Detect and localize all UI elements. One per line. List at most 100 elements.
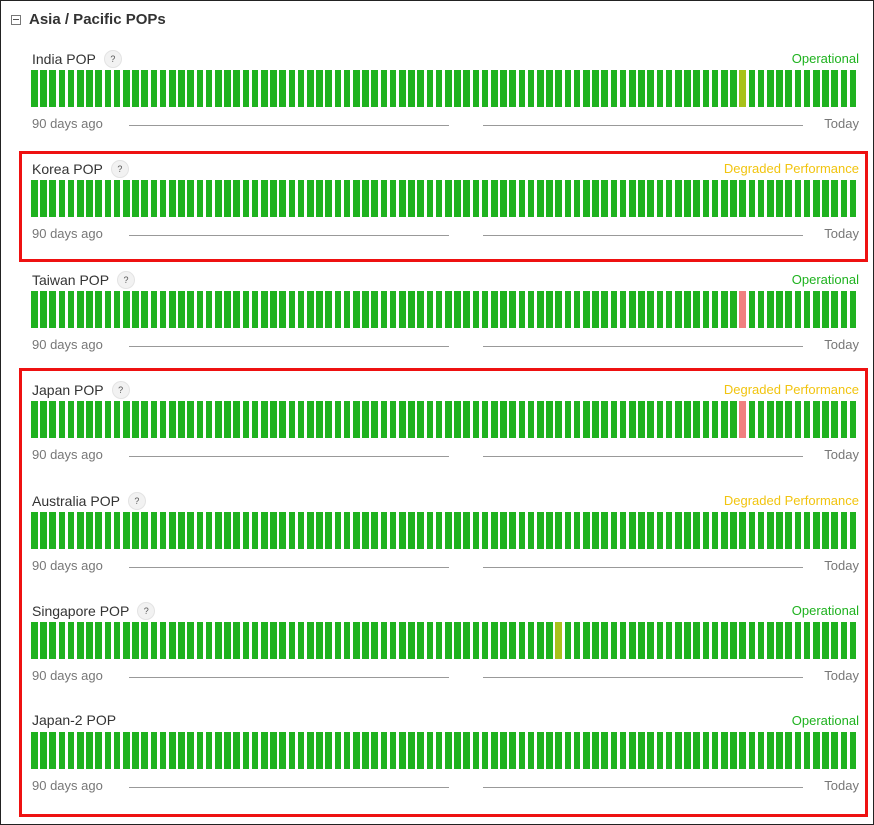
uptime-bar-day[interactable]: [104, 511, 112, 549]
uptime-bar-day[interactable]: [684, 401, 691, 439]
uptime-bar-day[interactable]: [583, 290, 590, 328]
uptime-bar-day[interactable]: [169, 180, 176, 218]
uptime-bar-day[interactable]: [638, 70, 645, 107]
uptime-bar-day[interactable]: [325, 290, 332, 328]
uptime-bar-day[interactable]: [399, 70, 406, 107]
uptime-bar-day[interactable]: [481, 732, 489, 770]
uptime-bar-day[interactable]: [380, 180, 388, 218]
uptime-bar-day[interactable]: [297, 732, 305, 770]
uptime-bar-day[interactable]: [794, 732, 802, 770]
uptime-bar-day[interactable]: [665, 180, 673, 218]
uptime-bar-day[interactable]: [610, 401, 618, 439]
uptime-bar-day[interactable]: [500, 401, 507, 439]
uptime-bar-day[interactable]: [776, 180, 783, 218]
uptime-bar-day[interactable]: [307, 180, 314, 218]
uptime-bar-day[interactable]: [730, 732, 737, 770]
uptime-bar-day[interactable]: [196, 622, 204, 659]
uptime-bar-day[interactable]: [58, 401, 66, 439]
uptime-bar-day[interactable]: [325, 732, 332, 770]
uptime-bar-day[interactable]: [187, 290, 194, 328]
uptime-bar-day[interactable]: [187, 732, 194, 770]
uptime-bar-day[interactable]: [721, 622, 728, 659]
uptime-bar-day[interactable]: [159, 401, 167, 439]
uptime-bar-day[interactable]: [242, 622, 250, 659]
uptime-bar-day[interactable]: [362, 180, 369, 218]
uptime-bar-day[interactable]: [242, 290, 250, 328]
uptime-bar-day[interactable]: [31, 290, 38, 328]
uptime-bar-day[interactable]: [307, 290, 314, 328]
uptime-bar-day[interactable]: [123, 70, 130, 107]
uptime-bar-day[interactable]: [242, 511, 250, 549]
uptime-bar-day[interactable]: [215, 511, 222, 549]
uptime-bar-day[interactable]: [831, 511, 838, 549]
uptime-bar-day[interactable]: [316, 622, 323, 659]
uptime-bar-day[interactable]: [205, 70, 213, 107]
uptime-bar-day[interactable]: [849, 290, 857, 328]
uptime-bar-day[interactable]: [629, 401, 636, 439]
uptime-bar-day[interactable]: [619, 732, 627, 770]
uptime-bar-day[interactable]: [380, 622, 388, 659]
uptime-bar-day[interactable]: [371, 180, 378, 218]
uptime-bar-day[interactable]: [205, 511, 213, 549]
uptime-bar-day[interactable]: [831, 180, 838, 218]
uptime-bar-day[interactable]: [619, 511, 627, 549]
uptime-bar-day[interactable]: [592, 290, 599, 328]
uptime-bar-day[interactable]: [748, 290, 756, 328]
uptime-bar-day[interactable]: [647, 732, 654, 770]
uptime-bar-day[interactable]: [840, 180, 848, 218]
uptime-bar-day[interactable]: [67, 70, 75, 107]
uptime-bar-day[interactable]: [297, 70, 305, 107]
uptime-bar-day[interactable]: [325, 622, 332, 659]
uptime-bar-day[interactable]: [546, 511, 553, 549]
uptime-bar-day[interactable]: [757, 401, 765, 439]
uptime-bar-day[interactable]: [711, 732, 719, 770]
uptime-bar-day[interactable]: [721, 180, 728, 218]
uptime-bar-day[interactable]: [417, 622, 424, 659]
uptime-bar-day[interactable]: [242, 70, 250, 107]
group-header[interactable]: Asia / Pacific POPs: [11, 11, 166, 28]
uptime-bar-day[interactable]: [270, 622, 277, 659]
uptime-bar-day[interactable]: [730, 180, 737, 218]
uptime-bar-day[interactable]: [518, 622, 526, 659]
uptime-bar-day[interactable]: [334, 70, 342, 107]
uptime-bar-day[interactable]: [527, 290, 535, 328]
uptime-bar-day[interactable]: [822, 401, 829, 439]
uptime-bar-day[interactable]: [279, 511, 286, 549]
uptime-bar-day[interactable]: [583, 401, 590, 439]
uptime-bar-day[interactable]: [454, 290, 461, 328]
uptime-bar-day[interactable]: [831, 622, 838, 659]
uptime-bar-day[interactable]: [123, 511, 130, 549]
uptime-bar-day[interactable]: [776, 401, 783, 439]
uptime-bar-day[interactable]: [739, 70, 746, 107]
uptime-bar-day[interactable]: [380, 290, 388, 328]
uptime-bar-day[interactable]: [583, 622, 590, 659]
uptime-bar-day[interactable]: [49, 622, 56, 659]
uptime-bar-day[interactable]: [656, 511, 664, 549]
uptime-bar-day[interactable]: [325, 180, 332, 218]
uptime-bar-day[interactable]: [104, 401, 112, 439]
uptime-bar-day[interactable]: [178, 622, 185, 659]
uptime-bar-day[interactable]: [647, 180, 654, 218]
uptime-bar-day[interactable]: [537, 180, 544, 218]
uptime-bar-day[interactable]: [711, 401, 719, 439]
uptime-bar-day[interactable]: [279, 732, 286, 770]
uptime-bar-day[interactable]: [159, 70, 167, 107]
help-icon[interactable]: ?: [111, 381, 130, 400]
uptime-bar-day[interactable]: [251, 290, 259, 328]
uptime-bar-day[interactable]: [518, 70, 526, 107]
uptime-bar-day[interactable]: [463, 290, 470, 328]
uptime-bar-day[interactable]: [141, 401, 148, 439]
uptime-bar-day[interactable]: [840, 511, 848, 549]
uptime-bar-day[interactable]: [583, 732, 590, 770]
uptime-bar-day[interactable]: [141, 180, 148, 218]
uptime-bar-day[interactable]: [224, 290, 231, 328]
uptime-bar-day[interactable]: [251, 70, 259, 107]
uptime-bar-day[interactable]: [270, 732, 277, 770]
uptime-bar-day[interactable]: [785, 622, 792, 659]
uptime-bar-day[interactable]: [169, 622, 176, 659]
uptime-bar-day[interactable]: [822, 180, 829, 218]
uptime-bar-day[interactable]: [251, 622, 259, 659]
uptime-bar-day[interactable]: [573, 622, 581, 659]
uptime-bar-day[interactable]: [601, 622, 608, 659]
uptime-bar-day[interactable]: [573, 70, 581, 107]
